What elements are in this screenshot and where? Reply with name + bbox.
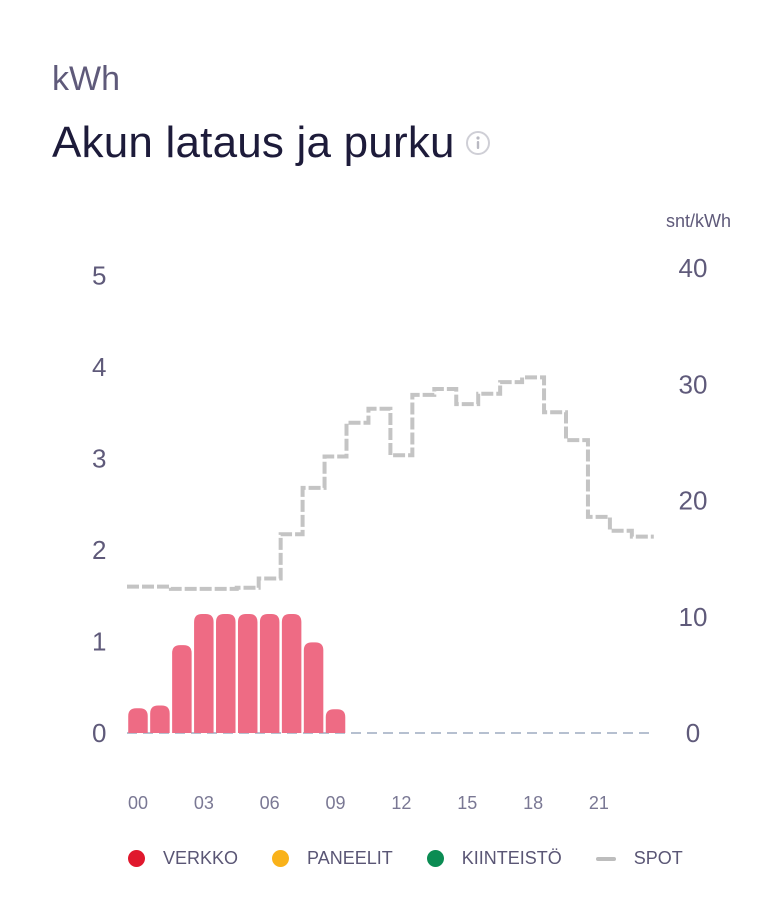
bars-group <box>128 614 346 733</box>
bar <box>128 708 148 733</box>
dot-marker-icon <box>272 850 290 867</box>
chart-title-text: Akun lataus ja purku <box>52 118 455 167</box>
right-tick-label: 40 <box>679 253 708 283</box>
chart-title: Akun lataus ja purku <box>52 118 491 168</box>
legend-item[interactable]: SPOT <box>595 848 683 869</box>
unit-label: kWh <box>52 60 120 98</box>
x-tick-label: 03 <box>194 793 214 813</box>
x-tick-label: 15 <box>457 793 477 813</box>
x-tick-label: 18 <box>523 793 543 813</box>
legend: VERKKO PANEELIT KIINTEISTÖ SPOT <box>128 848 717 869</box>
left-tick-label: 4 <box>92 352 106 382</box>
bar <box>325 709 346 733</box>
x-tick-label: 00 <box>128 793 148 813</box>
x-tick-label: 12 <box>391 793 411 813</box>
bar <box>216 614 236 733</box>
legend-label: KIINTEISTÖ <box>461 848 562 868</box>
legend-item[interactable]: PANEELIT <box>272 848 393 869</box>
left-tick-label: 2 <box>92 535 106 565</box>
right-tick-label: 10 <box>679 602 708 632</box>
info-icon[interactable] <box>465 117 491 167</box>
right-axis-label: snt/kWh <box>666 211 731 231</box>
right-tick-label: 30 <box>679 369 708 399</box>
bar <box>194 614 214 733</box>
left-tick-label: 0 <box>92 718 106 748</box>
left-axis: 0 1 2 3 4 5 <box>92 261 106 749</box>
bar <box>259 614 280 733</box>
spot-price-line <box>127 375 654 591</box>
legend-label: SPOT <box>633 848 683 868</box>
dot-marker-icon <box>128 850 145 867</box>
right-axis: 0 10 20 30 40 <box>679 253 708 748</box>
bar <box>281 614 302 733</box>
legend-label: VERKKO <box>163 848 239 868</box>
x-axis: 00 03 06 09 12 15 18 21 <box>128 793 609 813</box>
bar <box>237 614 258 733</box>
dot-marker-icon <box>426 850 444 867</box>
legend-item[interactable]: VERKKO <box>128 848 238 869</box>
x-tick-label: 21 <box>589 793 609 813</box>
left-tick-label: 3 <box>92 444 106 474</box>
legend-item[interactable]: KIINTEISTÖ <box>426 848 562 869</box>
right-tick-label: 0 <box>686 718 700 748</box>
left-tick-label: 5 <box>92 261 106 291</box>
legend-label: PANEELIT <box>307 848 393 868</box>
dash-marker-icon <box>595 856 616 861</box>
bar <box>303 642 324 733</box>
left-tick-label: 1 <box>92 627 106 657</box>
bar <box>150 705 170 733</box>
right-tick-label: 20 <box>679 486 708 516</box>
x-tick-label: 06 <box>260 793 280 813</box>
x-tick-label: 09 <box>326 793 346 813</box>
bar <box>172 645 192 733</box>
